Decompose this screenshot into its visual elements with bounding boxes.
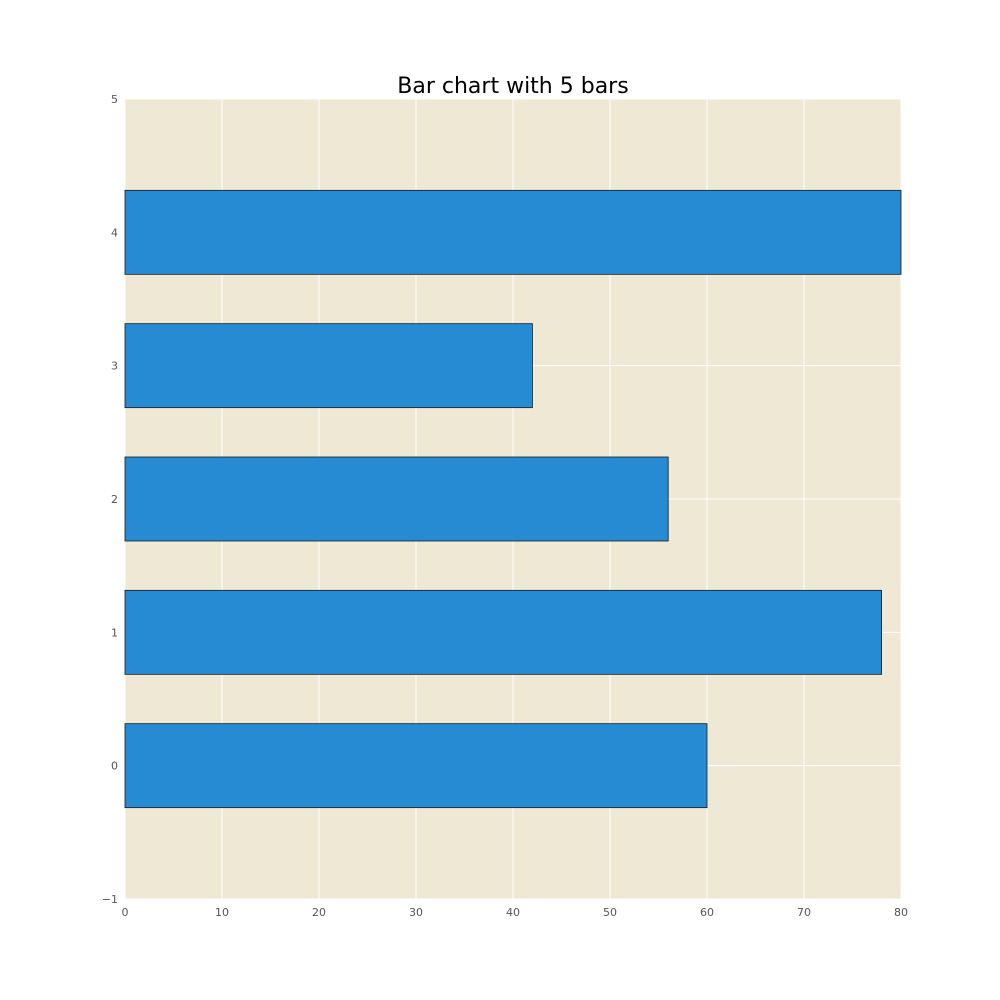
x-tick-label: 10 bbox=[215, 906, 229, 919]
bar-3 bbox=[124, 323, 533, 409]
bar-4 bbox=[124, 189, 902, 275]
x-tick-label: 0 bbox=[122, 906, 129, 919]
x-tick-label: 70 bbox=[797, 906, 811, 919]
bar-0 bbox=[124, 723, 708, 809]
y-tick-label: 2 bbox=[111, 493, 118, 506]
x-tick-label: 80 bbox=[894, 906, 908, 919]
bar-2 bbox=[124, 456, 669, 542]
y-tick-label: −1 bbox=[102, 893, 118, 906]
y-tick-label: 1 bbox=[111, 626, 118, 639]
y-tick-labels: −1 0 1 2 3 4 5 bbox=[102, 93, 118, 906]
x-tick-label: 50 bbox=[603, 906, 617, 919]
y-tick-label: 5 bbox=[111, 93, 118, 106]
x-tick-labels: 0 10 20 30 40 50 60 70 80 bbox=[122, 906, 909, 919]
x-tick-label: 30 bbox=[409, 906, 423, 919]
bars bbox=[124, 189, 902, 809]
bar-1 bbox=[124, 589, 882, 675]
x-tick-label: 60 bbox=[700, 906, 714, 919]
x-tick-label: 20 bbox=[312, 906, 326, 919]
y-tick-label: 4 bbox=[111, 226, 118, 239]
chart-title: Bar chart with 5 bars bbox=[397, 74, 628, 99]
x-tick-label: 40 bbox=[506, 906, 520, 919]
y-tick-label: 0 bbox=[111, 760, 118, 773]
y-tick-label: 3 bbox=[111, 360, 118, 373]
